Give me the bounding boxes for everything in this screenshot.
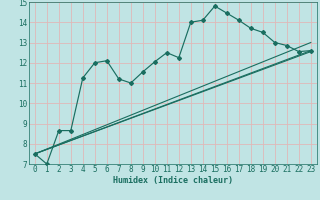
X-axis label: Humidex (Indice chaleur): Humidex (Indice chaleur) xyxy=(113,176,233,185)
